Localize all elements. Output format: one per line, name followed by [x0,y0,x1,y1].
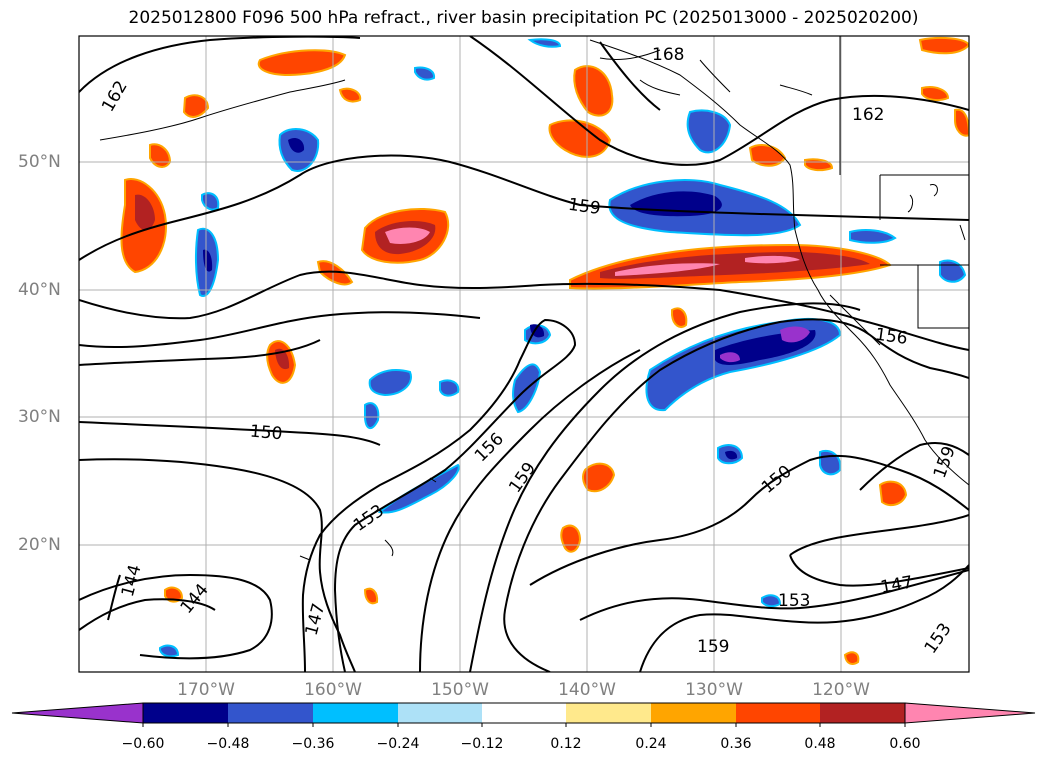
contour-label: 153 [778,591,810,611]
contour-label: 150 [758,462,796,498]
colorbar-tick: −0.24 [376,736,420,752]
precip-positive-shading [120,36,969,665]
contour-label: 159 [567,195,602,219]
contour-label: 156 [874,325,909,349]
map-title: 2025012800 F096 500 hPa refract., river … [128,8,919,28]
lat-label-40n: 40°N [18,280,61,300]
contour-label: 144 [118,563,146,600]
contour-label: 156 [471,429,508,466]
lon-label-160w: 160°W [304,680,362,700]
colorbar-tick: −0.48 [206,736,250,752]
lon-label-170w: 170°W [177,680,235,700]
lat-label-30n: 30°N [18,407,61,427]
colorbar-tick: −0.60 [121,736,165,752]
contour-label: 168 [652,45,684,65]
colorbar-extend-low [11,702,144,724]
contour-label: 159 [697,637,729,657]
colorbar [11,702,1036,727]
colorbar-tick: −0.12 [460,736,504,752]
colorbar-tick: 0.24 [635,736,667,752]
lon-label-150w: 150°W [431,680,489,700]
lon-label-130w: 130°W [685,680,743,700]
contour-label: 162 [98,77,132,115]
colorbar-extend-high [904,702,1036,724]
contour-label: 153 [350,501,388,536]
contour-labels: 168 162 162 159 159 159 156 156 153 153 … [98,45,960,658]
contour-label: 159 [930,444,960,481]
contour-label: 147 [879,572,914,597]
lon-label-120w: 120°W [812,680,870,700]
contour-label: 159 [505,459,540,497]
contour-label: 150 [249,422,283,445]
coastlines [99,36,969,561]
colorbar-tick: 0.12 [550,736,582,752]
colorbar-tick: 0.36 [720,736,752,752]
colorbar-tick: 0.48 [804,736,836,752]
height-contours [79,36,969,672]
contour-label: 162 [852,105,884,125]
lat-label-20n: 20°N [18,535,61,555]
contour-label: 153 [921,620,956,658]
colorbar-tick: −0.36 [291,736,335,752]
contour-label: 147 [302,601,330,638]
lat-label-50n: 50°N [18,152,61,172]
lon-label-140w: 140°W [558,680,616,700]
colorbar-tick: 0.60 [889,736,921,752]
contour-label: 144 [177,580,213,618]
